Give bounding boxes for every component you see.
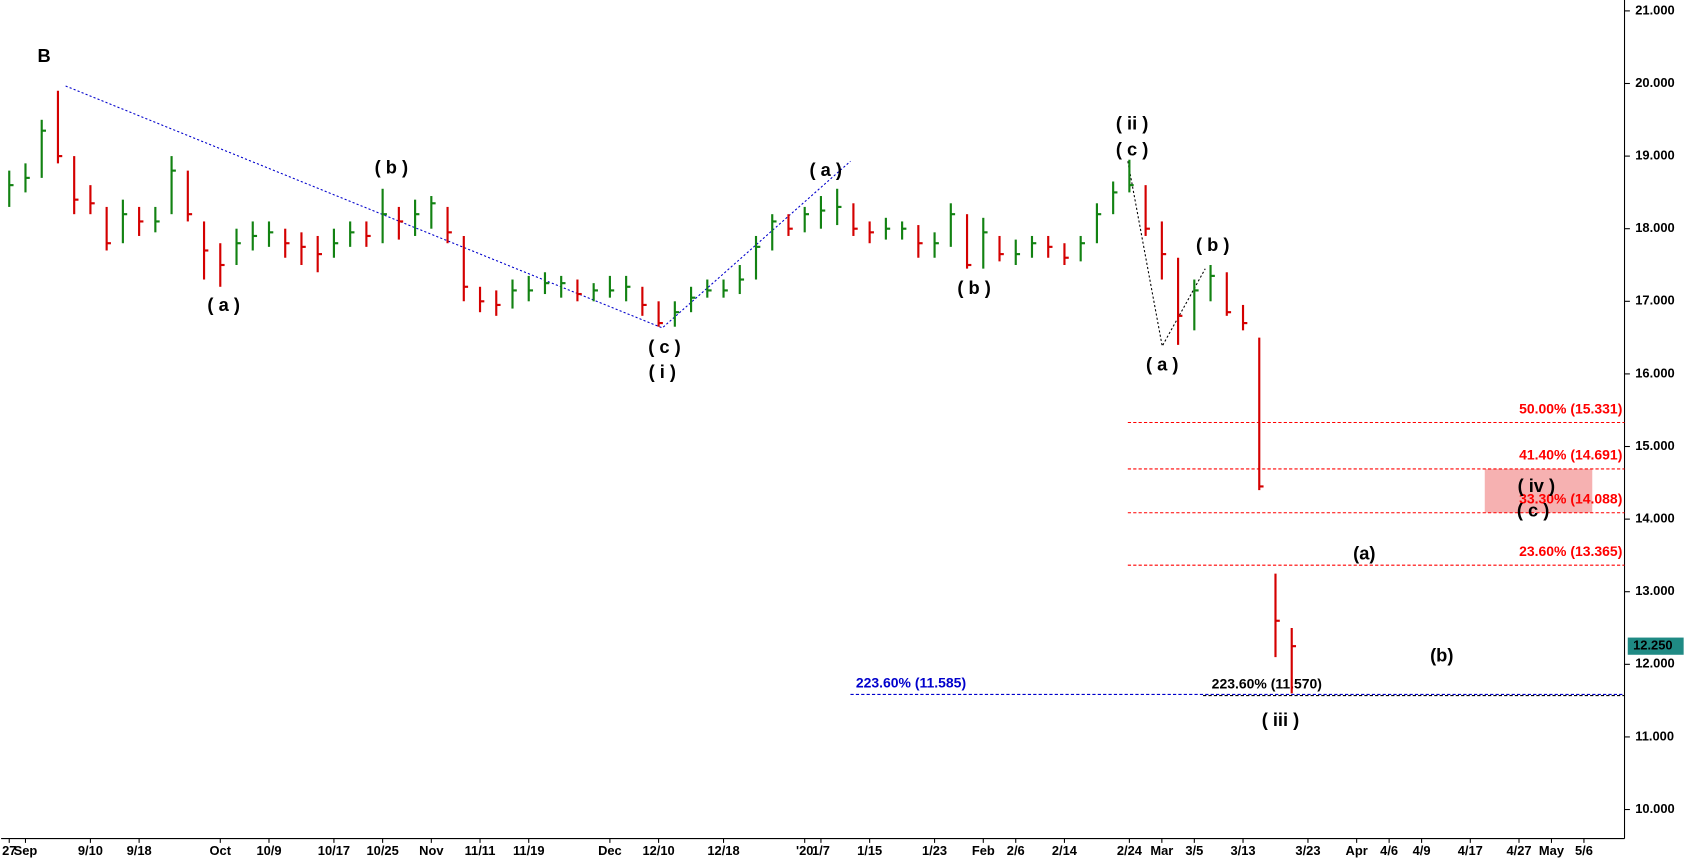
y-tick-label: 19.000 xyxy=(1635,148,1674,163)
x-tick-label: 3/5 xyxy=(1185,843,1203,858)
x-tick-label: 1/7 xyxy=(812,843,830,858)
trend-line xyxy=(1127,161,1206,348)
wave-label: ( iii ) xyxy=(1262,709,1300,730)
wave-label: ( c ) xyxy=(1517,500,1549,521)
wave-label: ( a ) xyxy=(1146,353,1178,374)
wave-label: ( a ) xyxy=(207,294,239,315)
y-tick-label: 20.000 xyxy=(1635,75,1674,90)
x-tick-label: May xyxy=(1539,843,1565,858)
y-tick-label: 13.000 xyxy=(1635,583,1674,598)
x-tick-label: Nov xyxy=(419,843,444,858)
wave-label: ( a ) xyxy=(809,159,841,180)
fib-label: 223.60% (11.585) xyxy=(856,674,966,690)
x-tick-label: 9/18 xyxy=(127,843,152,858)
wave-label: ( i ) xyxy=(649,361,676,382)
x-tick-label: Dec xyxy=(598,843,622,858)
x-tick-label: 12/10 xyxy=(642,843,674,858)
y-tick-label: 21.000 xyxy=(1635,2,1674,17)
y-tick-label: 10.000 xyxy=(1635,801,1674,816)
x-tick-label: 3/13 xyxy=(1230,843,1255,858)
y-tick-label: 15.000 xyxy=(1635,438,1674,453)
wave-label: B xyxy=(38,45,51,66)
x-tick-label: 27 xyxy=(2,843,16,858)
wave-label: ( c ) xyxy=(648,336,680,357)
y-tick-label: 12.000 xyxy=(1635,656,1674,671)
wave-label: (b) xyxy=(1430,645,1453,666)
trend-line xyxy=(65,85,851,329)
x-tick-label: 10/9 xyxy=(256,843,281,858)
wave-label: (a) xyxy=(1353,543,1375,564)
x-tick-label: 2/14 xyxy=(1052,843,1078,858)
x-tick-label: Apr xyxy=(1346,843,1368,858)
last-price-label: 12.250 xyxy=(1633,638,1672,653)
wave-label: ( b ) xyxy=(957,277,990,298)
x-tick-label: 3/23 xyxy=(1295,843,1320,858)
target-zone xyxy=(1484,468,1593,513)
x-tick-label: 2/24 xyxy=(1117,843,1143,858)
y-tick-label: 17.000 xyxy=(1635,293,1674,308)
fib-label: 223.60% (11.570) xyxy=(1212,675,1322,691)
x-tick-label: Sep xyxy=(14,843,38,858)
fib-label: 33.30% (14.088) xyxy=(1519,491,1622,507)
x-tick-label: 5/6 xyxy=(1575,843,1593,858)
wave-label: ( b ) xyxy=(1196,234,1229,255)
x-tick-label: 2/6 xyxy=(1007,843,1025,858)
wave-label: ( iv ) xyxy=(1518,475,1556,496)
fib-label: 23.60% (13.365) xyxy=(1519,543,1622,559)
x-tick-label: 4/17 xyxy=(1458,843,1483,858)
fib-label: 50.00% (15.331) xyxy=(1519,400,1622,416)
wave-label: ( b ) xyxy=(375,157,408,178)
wave-label: ( ii ) xyxy=(1116,113,1148,134)
x-tick-label: 1/15 xyxy=(857,843,882,858)
x-tick-label: 10/25 xyxy=(366,843,398,858)
fib-label: 41.40% (14.691) xyxy=(1519,447,1622,463)
x-tick-label: '20 xyxy=(796,843,813,858)
x-tick-label: 4/9 xyxy=(1413,843,1431,858)
x-tick-label: 9/10 xyxy=(78,843,103,858)
x-tick-label: Oct xyxy=(210,843,232,858)
y-tick-label: 11.000 xyxy=(1635,728,1674,743)
y-tick-label: 18.000 xyxy=(1635,220,1674,235)
y-tick-label: 16.000 xyxy=(1635,365,1674,380)
x-tick-label: 4/6 xyxy=(1380,843,1398,858)
x-tick-label: 4/27 xyxy=(1506,843,1531,858)
x-tick-label: 12/18 xyxy=(707,843,739,858)
x-tick-label: 11/19 xyxy=(513,843,545,858)
x-tick-label: 10/17 xyxy=(318,843,350,858)
x-tick-label: Feb xyxy=(972,843,995,858)
wave-label: ( c ) xyxy=(1116,138,1148,159)
x-tick-label: 11/11 xyxy=(465,843,496,858)
x-tick-label: Mar xyxy=(1150,843,1173,858)
x-tick-label: 1/23 xyxy=(922,843,947,858)
last-price-tag xyxy=(1627,637,1684,655)
y-tick-label: 14.000 xyxy=(1635,511,1674,526)
